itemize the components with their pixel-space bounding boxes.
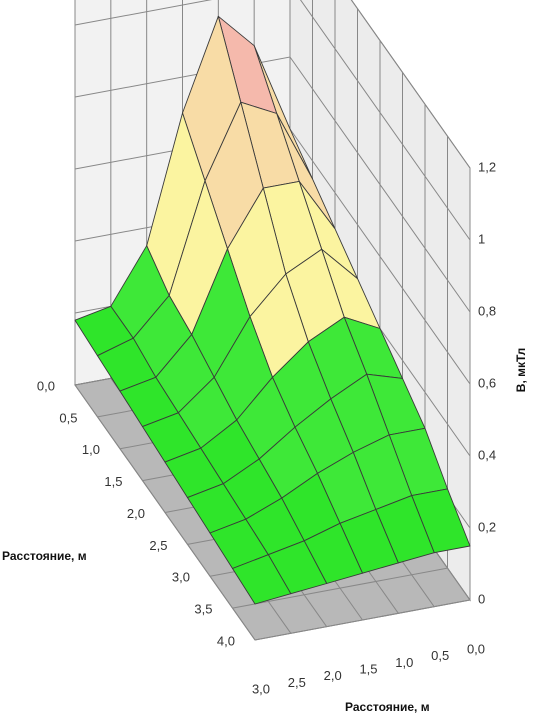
x-tick-label: 1,0: [82, 442, 100, 457]
z-tick-label: 0,4: [478, 447, 496, 462]
z-axis-label: B, мкТл: [514, 348, 528, 392]
labels: Расстояние, м Расстояние, м B, мкТл 0 0,2…: [2, 159, 528, 713]
surface: [74, 15, 471, 605]
y-tick-label: 2,0: [324, 668, 342, 683]
x-tick-label: 1,5: [104, 474, 122, 489]
z-tick-label: 0,8: [478, 303, 496, 318]
y-tick-label: 2,5: [288, 675, 306, 690]
y-tick-label: 0,5: [431, 648, 449, 663]
x-axis-label: Расстояние, м: [2, 549, 87, 563]
z-tick-label: 0,2: [478, 519, 496, 534]
x-tick-label: 3,5: [194, 602, 212, 617]
x-tick-label: 4,0: [217, 633, 235, 648]
y-grid-line: [74, 384, 256, 641]
z-tick-label: 1: [478, 231, 485, 246]
x-tick-label: 3,0: [172, 570, 190, 585]
y-tick-label: 3,0: [252, 681, 270, 696]
x-tick-label: 2,0: [127, 506, 145, 521]
z-grid-line: [350, 0, 471, 169]
z-tick-label: 0,6: [478, 375, 496, 390]
y-axis-label: Расстояние, м: [345, 700, 430, 713]
y-tick-label: 0,0: [467, 641, 485, 656]
z-tick-label: 1,2: [478, 159, 496, 174]
x-tick-label: 0,0: [37, 378, 55, 393]
x-tick-label: 2,5: [149, 538, 167, 553]
y-tick-label: 1,5: [359, 661, 377, 676]
x-tick-label: 0,5: [59, 410, 77, 425]
surface-cell: [232, 554, 292, 605]
z-tick-label: 0: [478, 591, 485, 606]
y-tick-label: 1,0: [395, 655, 413, 670]
